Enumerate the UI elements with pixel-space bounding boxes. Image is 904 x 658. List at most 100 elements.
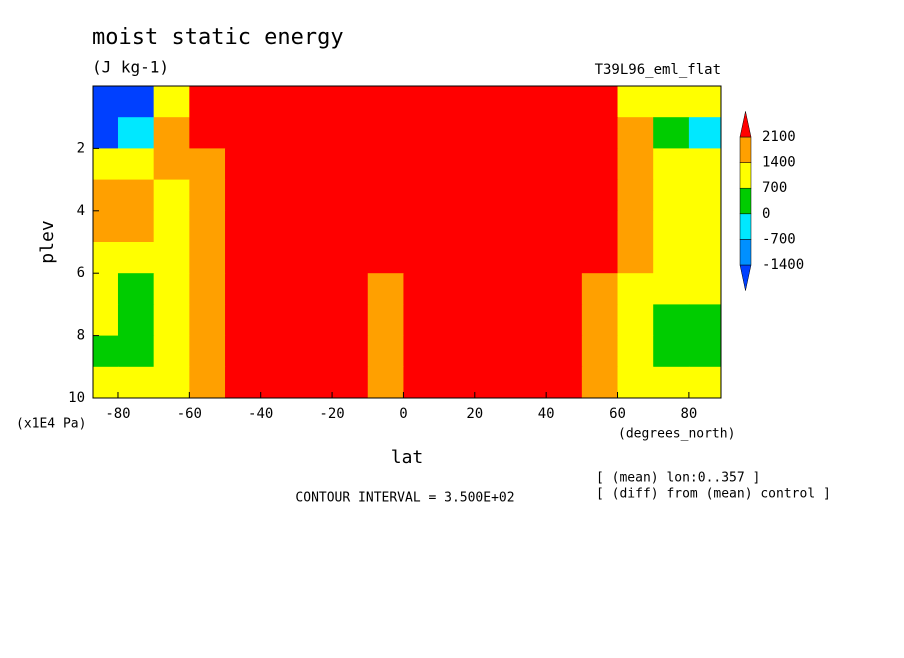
field-cell — [189, 273, 226, 305]
field-cell — [439, 148, 476, 181]
field-cell — [510, 273, 547, 305]
field-cell — [510, 304, 547, 337]
field-cell — [581, 117, 619, 149]
field-cell — [653, 86, 690, 118]
field-cell — [688, 273, 722, 305]
field-cell — [581, 148, 619, 181]
field-cell — [93, 242, 119, 274]
y-units: (x1E4 Pa) — [16, 417, 86, 432]
field-cell — [403, 304, 440, 337]
field-cell — [617, 148, 654, 181]
field-cell — [117, 366, 155, 399]
field-cell — [439, 86, 476, 118]
field-cell — [581, 242, 619, 274]
field-cell — [189, 86, 226, 118]
x-tick-label: -20 — [319, 406, 344, 422]
field-cell — [93, 148, 119, 181]
field-cell — [581, 210, 619, 243]
field-cell — [225, 366, 262, 399]
field-cell — [93, 179, 119, 212]
field-cell — [296, 242, 333, 274]
field-cell — [296, 117, 333, 149]
field-cell — [93, 335, 119, 368]
field-cell — [688, 86, 722, 118]
field-cell — [510, 179, 547, 212]
field-cell — [367, 148, 404, 181]
field-cell — [260, 242, 297, 274]
field-cell — [617, 117, 654, 149]
field-cell — [367, 179, 404, 212]
field-cell — [296, 304, 333, 337]
field-cell — [296, 148, 333, 181]
field-cell — [474, 304, 511, 337]
field-cell — [296, 86, 333, 118]
y-tick-label: 4 — [77, 203, 85, 219]
field-cell — [189, 117, 226, 149]
field-cell — [260, 366, 297, 399]
field-cell — [581, 366, 619, 399]
field-cell — [117, 179, 155, 212]
x-tick-label: -60 — [177, 406, 202, 422]
field-cell — [189, 366, 226, 399]
field-cell — [474, 335, 511, 368]
field-cell — [688, 210, 722, 243]
field-cell — [367, 335, 404, 368]
field-cell — [653, 335, 690, 368]
field-cell — [510, 335, 547, 368]
field-cell — [189, 304, 226, 337]
field-cell — [153, 86, 190, 118]
field-cell — [474, 86, 511, 118]
field-cell — [153, 242, 190, 274]
field-cell — [117, 304, 155, 337]
field-cell — [296, 335, 333, 368]
field-cell — [332, 148, 369, 181]
field-cell — [117, 242, 155, 274]
field-cell — [153, 366, 190, 399]
field-cell — [688, 117, 722, 149]
field-cell — [439, 273, 476, 305]
field-cell — [653, 273, 690, 305]
field-cell — [153, 179, 190, 212]
y-tick-label: 2 — [77, 140, 85, 156]
colorbar-label: -700 — [762, 231, 796, 247]
field-cell — [189, 148, 226, 181]
field-cell — [581, 86, 619, 118]
x-units: (degrees_north) — [618, 427, 735, 442]
field-cell — [403, 366, 440, 399]
colorbar-box — [739, 162, 752, 189]
field-cell — [617, 86, 654, 118]
colorbar-label: 2100 — [762, 129, 796, 145]
field-cell — [93, 117, 119, 149]
field-cell — [403, 273, 440, 305]
field-cell — [332, 86, 369, 118]
field-cell — [225, 117, 262, 149]
field-cell — [117, 86, 155, 118]
field-cell — [296, 179, 333, 212]
field-cell — [153, 335, 190, 368]
x-axis-label: lat — [391, 447, 424, 468]
field-cell — [510, 242, 547, 274]
field-cell — [546, 148, 583, 181]
field-cell — [332, 304, 369, 337]
field-cell — [546, 179, 583, 212]
field-cell — [153, 117, 190, 149]
field-cell — [260, 304, 297, 337]
field-cell — [117, 335, 155, 368]
field-cell — [332, 273, 369, 305]
field-cell — [653, 242, 690, 274]
field-cell — [653, 210, 690, 243]
field-cell — [474, 242, 511, 274]
field-cell — [225, 210, 262, 243]
field-cell — [403, 242, 440, 274]
field-cell — [260, 210, 297, 243]
field-cell — [225, 304, 262, 337]
field-cell — [474, 273, 511, 305]
field-cell — [474, 366, 511, 399]
x-tick-label: 40 — [538, 406, 555, 422]
field-cell — [117, 210, 155, 243]
field-cell — [688, 179, 722, 212]
note: [ (diff) from (mean) control ] — [596, 487, 831, 502]
field-cell — [93, 304, 119, 337]
field-cell — [439, 117, 476, 149]
